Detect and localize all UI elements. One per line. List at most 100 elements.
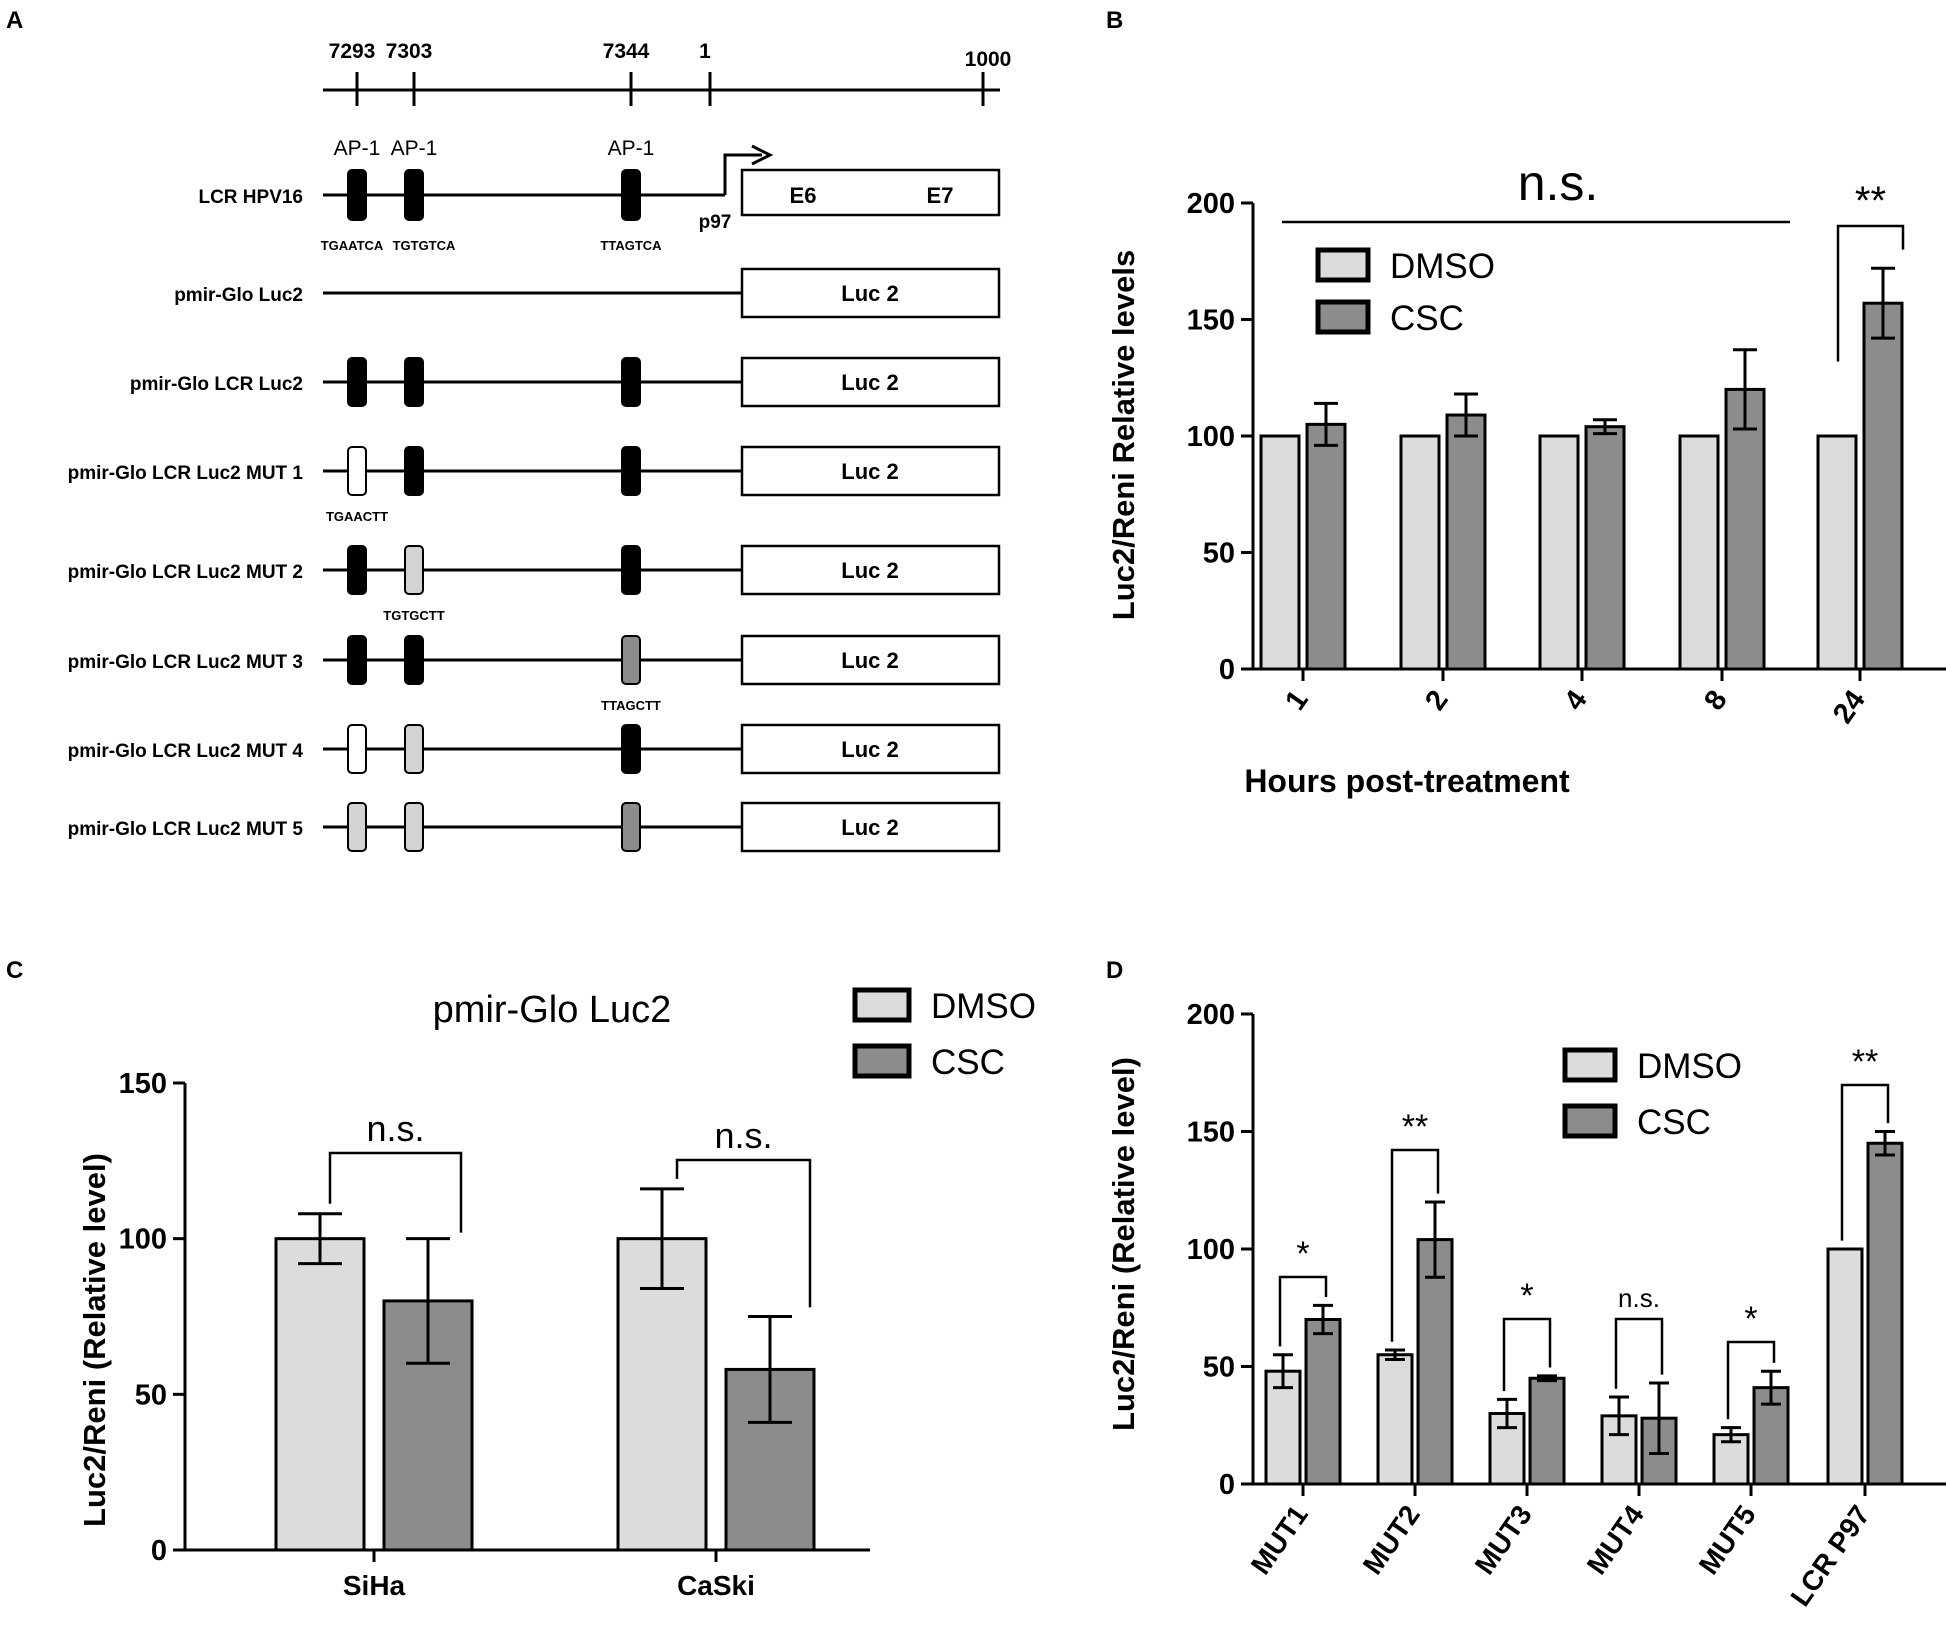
significance-bracket [1502,1317,1552,1392]
bar-csc [1862,301,1904,671]
bar-dmso [1259,434,1301,671]
bar-csc [1305,422,1347,671]
panel-c-chart: pmir-Glo Luc2 Luc2/Reni (Relative level)… [77,987,1036,1601]
construct-site [347,545,367,595]
luc2-box [740,801,1001,853]
significance-label: * [1296,1235,1309,1273]
x-tick-label: SiHa [343,1570,406,1601]
x-tick-label: CaSki [677,1570,755,1601]
construct-label: pmir-Glo LCR Luc2 MUT 1 [68,463,304,484]
panel-a-axis-tick-label: 7344 [603,40,650,63]
x-tick-label: MUT1 [1245,1500,1314,1580]
legend-label-csc: CSC [1637,1103,1711,1142]
bar-csc [1445,413,1487,671]
luc2-label: Luc 2 [841,459,898,484]
e7-label: E7 [927,183,954,208]
construct-site [621,357,641,407]
y-tick-label: 100 [119,1224,167,1256]
construct-label: pmir-Glo LCR Luc2 MUT 5 [68,819,304,840]
luc2-label: Luc 2 [841,737,898,762]
bar-dmso [1376,1353,1414,1486]
bar-dmso [616,1237,708,1552]
x-tick-label: 24 [1827,685,1872,730]
panel-d-letter: D [1106,957,1123,984]
significance-bracket [1390,1148,1440,1342]
y-tick-label: 50 [1203,1352,1235,1384]
significance-label: * [1744,1300,1757,1338]
ap1-sequence: TGTGTCA [393,238,456,253]
x-tick-label: 8 [1698,685,1733,717]
significance-bracket [1614,1317,1664,1389]
legend-label-csc: CSC [1390,299,1464,338]
bar-dmso [1826,1247,1864,1486]
y-tick-label: 200 [1187,188,1235,220]
x-tick-label: MUT2 [1357,1500,1426,1580]
panel-c-ylabel: Luc2/Reni (Relative level) [77,1153,112,1527]
panel-d-chart: Luc2/Reni (Relative level) 0 50 100 150 200 M… [1106,999,1946,1612]
y-tick-label: 100 [1187,1234,1235,1266]
luc2-box [740,445,1001,497]
e6-e7-box [740,168,1001,217]
bar-csc [1304,1318,1342,1486]
construct-site [347,635,367,685]
mutation-sequence: TGAACTT [326,509,388,524]
legend-swatch-dmso [852,987,912,1023]
panel-c-letter: C [6,957,23,984]
x-tick-label: MUT5 [1693,1500,1762,1580]
mutation-sequence: TGTGCTT [383,608,444,623]
luc2-box [740,723,1001,775]
significance-label: * [1520,1277,1533,1315]
legend-swatch-dmso [1562,1047,1618,1083]
lcr-row-label: LCR HPV16 [198,187,303,208]
y-tick-label: 50 [135,1379,167,1411]
bar-dmso [1678,434,1720,671]
significance-label: n.s. [714,1115,772,1156]
panel-b-ylabel: Luc2/Reni Relative levels [1106,250,1141,620]
y-tick-label: 150 [1187,1117,1235,1149]
legend-swatch-dmso [1315,247,1371,283]
bar-dmso [1816,434,1858,671]
construct-site [404,724,424,774]
bar-dmso [1538,434,1580,671]
significance-bracket [1278,1275,1328,1347]
construct-site [621,802,641,852]
x-tick-label: 1 [1279,685,1314,717]
promoter-arrowhead [751,144,774,166]
luc2-box [740,356,1001,408]
y-tick-label: 150 [119,1068,167,1100]
panel-b-letter: B [1106,7,1123,34]
construct-site [347,802,367,852]
luc2-box [740,634,1001,686]
ap1-site [404,169,424,221]
bar-csc [1528,1376,1566,1486]
luc2-label: Luc 2 [841,558,898,583]
y-tick-label: 0 [151,1535,167,1567]
significance-label: n.s. [366,1108,424,1149]
panel-a-axis-tick-label: 7293 [329,40,376,63]
ap1-sequence: TGAATCA [321,238,384,253]
x-tick-label: MUT3 [1469,1500,1538,1580]
x-tick-label: MUT4 [1581,1499,1650,1580]
legend-swatch-csc [1562,1103,1618,1139]
bar-csc [382,1299,474,1552]
bar-csc [1724,387,1766,671]
panel-a-axis-tick-label: 1 [699,40,711,63]
construct-site [404,635,424,685]
construct-label: pmir-Glo LCR Luc2 MUT 3 [68,652,303,673]
x-tick-label: LCR P97 [1784,1500,1875,1612]
significance-bracket [675,1158,812,1308]
construct-label: pmir-Glo LCR Luc2 MUT 2 [68,562,303,583]
construct-site [347,446,367,496]
construct-label: pmir-Glo LCR Luc2 [130,374,303,395]
construct-site [347,724,367,774]
construct-site [621,545,641,595]
significance-label: n.s. [1518,155,1599,211]
y-tick-label: 50 [1203,538,1235,570]
x-tick-label: 4 [1558,685,1593,717]
x-tick-label: 2 [1419,685,1454,717]
panel-a-axis-tick-label: 7303 [386,40,433,63]
panel-a-axis-tick-label: 1000 [965,48,1012,71]
significance-bracket [328,1151,463,1233]
construct-site [404,545,424,595]
legend-swatch-csc [1315,299,1371,335]
